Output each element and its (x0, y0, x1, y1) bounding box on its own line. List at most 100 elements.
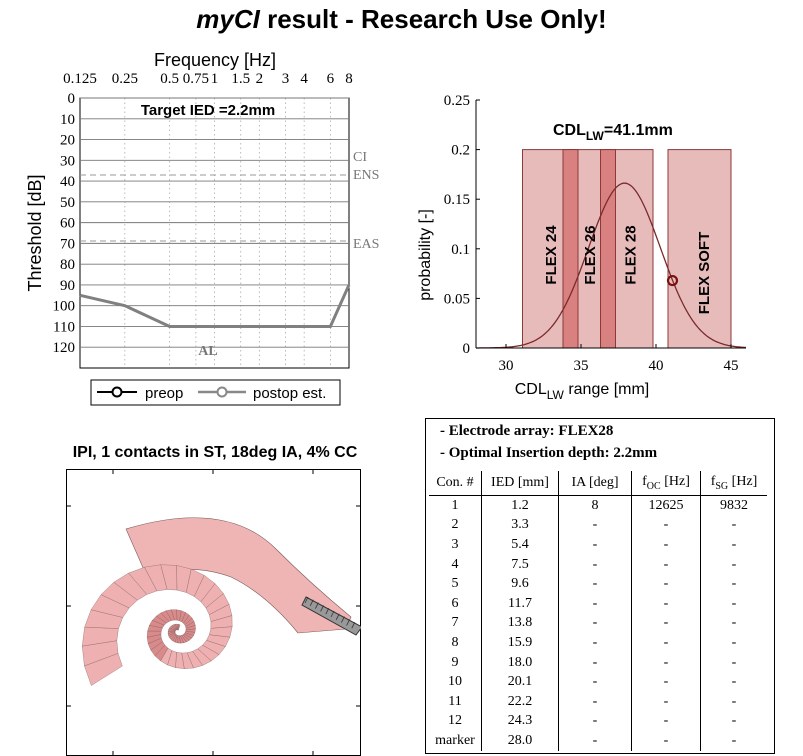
table-cell: 8 (558, 495, 632, 516)
table-cell: - (631, 672, 701, 692)
table-cell: - (558, 613, 632, 634)
table-row: 8 15.9- - - (429, 633, 767, 653)
table-header-row: Con. # IED [mm] IA [deg] fOC [Hz] fSG [H… (429, 471, 767, 496)
freq-tick-label: 3 (282, 71, 290, 87)
legend-postop-marker (216, 386, 228, 398)
freq-tick-label: 0.25 (112, 71, 138, 87)
xlabel-main: CDL (515, 381, 547, 398)
table-row: 5 9.6- - - (429, 574, 767, 594)
table-cell: - (558, 593, 632, 614)
table-cell: 13.8 (481, 613, 559, 634)
col-ia: IA [deg] (558, 471, 632, 496)
table-cell: 15.9 (481, 633, 559, 653)
threshold-tick-label: 70 (60, 236, 75, 252)
cdl-annotation: CDLLW=41.1mm (553, 122, 673, 143)
threshold-tick-label: 20 (60, 133, 75, 149)
threshold-tick-label: 80 (60, 257, 75, 273)
electrode-contact (341, 616, 345, 623)
electrode-contact (346, 619, 350, 626)
table-cell: 24.3 (481, 711, 559, 732)
col-foc-sub: OC (646, 480, 661, 492)
table-cell: 11.7 (481, 593, 559, 614)
col-ied: IED [mm] (481, 471, 559, 496)
electrode-contact (320, 605, 324, 612)
table-cell: - (558, 711, 632, 732)
prob-tick-label: 0.2 (451, 143, 470, 159)
freq-tick-label: 8 (345, 71, 353, 87)
freq-tick-label: 1 (211, 71, 219, 87)
cochlea-spiral (81, 517, 352, 686)
postop-series-line (79, 284, 351, 328)
table-cell: 1 (451, 497, 459, 513)
table-row: marker 28.0- - - (429, 731, 767, 751)
cochlea-title: IPI, 1 contacts in ST, 18deg IA, 4% CC (72, 444, 358, 461)
electrode-array-line: - Electrode array: FLEX28 (440, 423, 614, 439)
table-cell: 8 (451, 634, 459, 650)
col-foc-unit: [Hz] (660, 474, 690, 490)
contact-table: Con. # IED [mm] IA [deg] fOC [Hz] fSG [H… (429, 471, 767, 751)
table-row: 1 1.2 8 12625 9832 (429, 495, 767, 516)
xlabel-rest: range [mm] (564, 381, 649, 398)
electrode-band (667, 149, 732, 349)
table-cell: - (700, 574, 767, 594)
prob-tick-label: 0.15 (444, 192, 470, 208)
table-cell: 3 (451, 536, 459, 552)
table-cell: - (631, 574, 701, 594)
table-cell: - (558, 691, 632, 712)
table-cell: 5.4 (481, 535, 559, 555)
distribution-curve (476, 182, 746, 349)
threshold-tick-label: 50 (60, 195, 75, 211)
cdl-tick-label: 40 (649, 358, 664, 374)
table-row: 4 7.5- - - (429, 554, 767, 575)
table-cell: 9 (451, 654, 459, 670)
col-fsg-sub: SG (715, 480, 729, 492)
table-cell: 1.2 (481, 495, 559, 516)
electrode-array (301, 596, 361, 636)
electrode-contact (315, 602, 319, 609)
table-row: 11 22.2- - - (429, 691, 767, 712)
table-row: 9 18.0- - - (429, 652, 767, 673)
legend-preop-label: preop (145, 385, 183, 402)
col-contact: Con. # (429, 471, 482, 496)
table-cell: 10 (448, 674, 462, 690)
table-row: 10 20.1- - - (429, 672, 767, 692)
band-label: FLEX 26 (582, 225, 599, 284)
table-cell: - (700, 652, 767, 673)
table-cell: - (558, 731, 632, 751)
freq-tick-label: 6 (327, 71, 335, 87)
table-cell: 4 (451, 556, 459, 572)
table-cell: 2 (451, 517, 459, 533)
prob-tick-label: 0 (463, 341, 471, 357)
table-cell: 6 (451, 595, 459, 611)
band-overlap (562, 149, 579, 349)
table-row: 12 24.3- - - (429, 711, 767, 732)
table-cell: - (631, 633, 701, 653)
band-label: FLEX SOFT (696, 232, 713, 315)
table-cell: - (700, 613, 767, 634)
xlabel-sub: LW (547, 388, 565, 402)
threshold-tick-label: 30 (60, 153, 75, 169)
table-cell: - (631, 731, 701, 751)
table-cell: - (631, 652, 701, 673)
table-cell: 9832 (700, 495, 767, 516)
legend-preop-marker (111, 386, 123, 398)
electrode-contact (325, 608, 330, 615)
histogram-axes (475, 99, 746, 349)
col-fsg: fSG [Hz] (700, 471, 767, 496)
table-cell: 18.0 (481, 652, 559, 673)
cdl-marker (666, 274, 679, 287)
band-label: FLEX 28 (623, 225, 640, 284)
electrode-info-panel: - Electrode array: FLEX28 - Optimal Inse… (425, 418, 775, 754)
electrode-bands (522, 149, 732, 349)
table-cell: - (631, 711, 701, 732)
col-foc-f: f (642, 474, 647, 490)
table-cell: - (700, 633, 767, 653)
table-cell: 7.5 (481, 554, 559, 575)
freq-tick-label: 0.125 (63, 71, 97, 87)
table-cell: 3.3 (481, 515, 559, 536)
cdl-tick-label: 35 (574, 358, 589, 374)
cochlea-segment (177, 624, 181, 631)
cochlea-basal-turn (125, 517, 352, 634)
table-cell: - (700, 535, 767, 555)
page-title: myCI result - Research Use Only! (0, 4, 803, 35)
